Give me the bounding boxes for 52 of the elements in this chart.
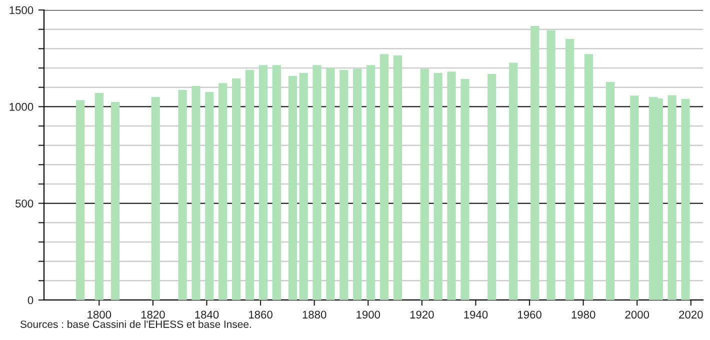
bar xyxy=(272,65,281,300)
bar xyxy=(245,70,254,300)
x-tick-label: 1880 xyxy=(302,310,326,319)
bar xyxy=(366,65,376,300)
x-tick-label: 1820 xyxy=(141,310,165,319)
x-tick-label: 1800 xyxy=(88,310,112,319)
bar xyxy=(393,55,402,300)
x-tick-label: 1980 xyxy=(572,310,596,319)
bar xyxy=(110,102,120,300)
bar xyxy=(178,90,187,300)
bar xyxy=(94,92,104,300)
bar xyxy=(606,82,615,300)
x-tick-label: 1920 xyxy=(410,310,434,319)
bar xyxy=(460,79,470,300)
bar xyxy=(312,65,322,300)
x-tick-label: 2000 xyxy=(625,310,650,319)
y-tick-label: 1500 xyxy=(10,6,34,14)
source-note: Sources : base Cassini de l'EHESS et base Insee. xyxy=(20,320,251,328)
bar xyxy=(566,39,574,300)
bar xyxy=(668,95,676,300)
x-tick-label: 1900 xyxy=(356,310,380,319)
x-tick-label: 1840 xyxy=(195,310,219,319)
bar xyxy=(326,68,335,300)
bar xyxy=(488,74,496,300)
bar xyxy=(546,30,556,300)
bar xyxy=(420,68,429,300)
bar xyxy=(530,26,540,300)
y-tick-label: 1000 xyxy=(10,102,34,111)
bar xyxy=(76,100,85,300)
bar xyxy=(353,68,362,300)
bar xyxy=(630,96,639,300)
bar xyxy=(288,76,298,300)
bar xyxy=(447,72,456,300)
bar xyxy=(218,83,228,300)
bar xyxy=(258,65,268,300)
bar xyxy=(340,70,348,300)
bar xyxy=(299,73,308,300)
bar xyxy=(681,98,690,300)
bar xyxy=(509,62,518,300)
bar xyxy=(584,54,593,300)
x-tick-label: 1940 xyxy=(464,310,488,319)
bar xyxy=(151,97,160,300)
bar xyxy=(205,92,214,300)
x-tick-label: 2020 xyxy=(679,310,703,319)
bar xyxy=(192,86,200,300)
x-tick-label: 1960 xyxy=(518,310,542,319)
bar xyxy=(232,78,241,300)
bar xyxy=(434,73,442,300)
y-tick-label: 500 xyxy=(15,200,34,208)
bar xyxy=(380,54,389,300)
y-tick-label: 0 xyxy=(28,296,34,304)
x-tick-label: 1860 xyxy=(249,310,272,319)
